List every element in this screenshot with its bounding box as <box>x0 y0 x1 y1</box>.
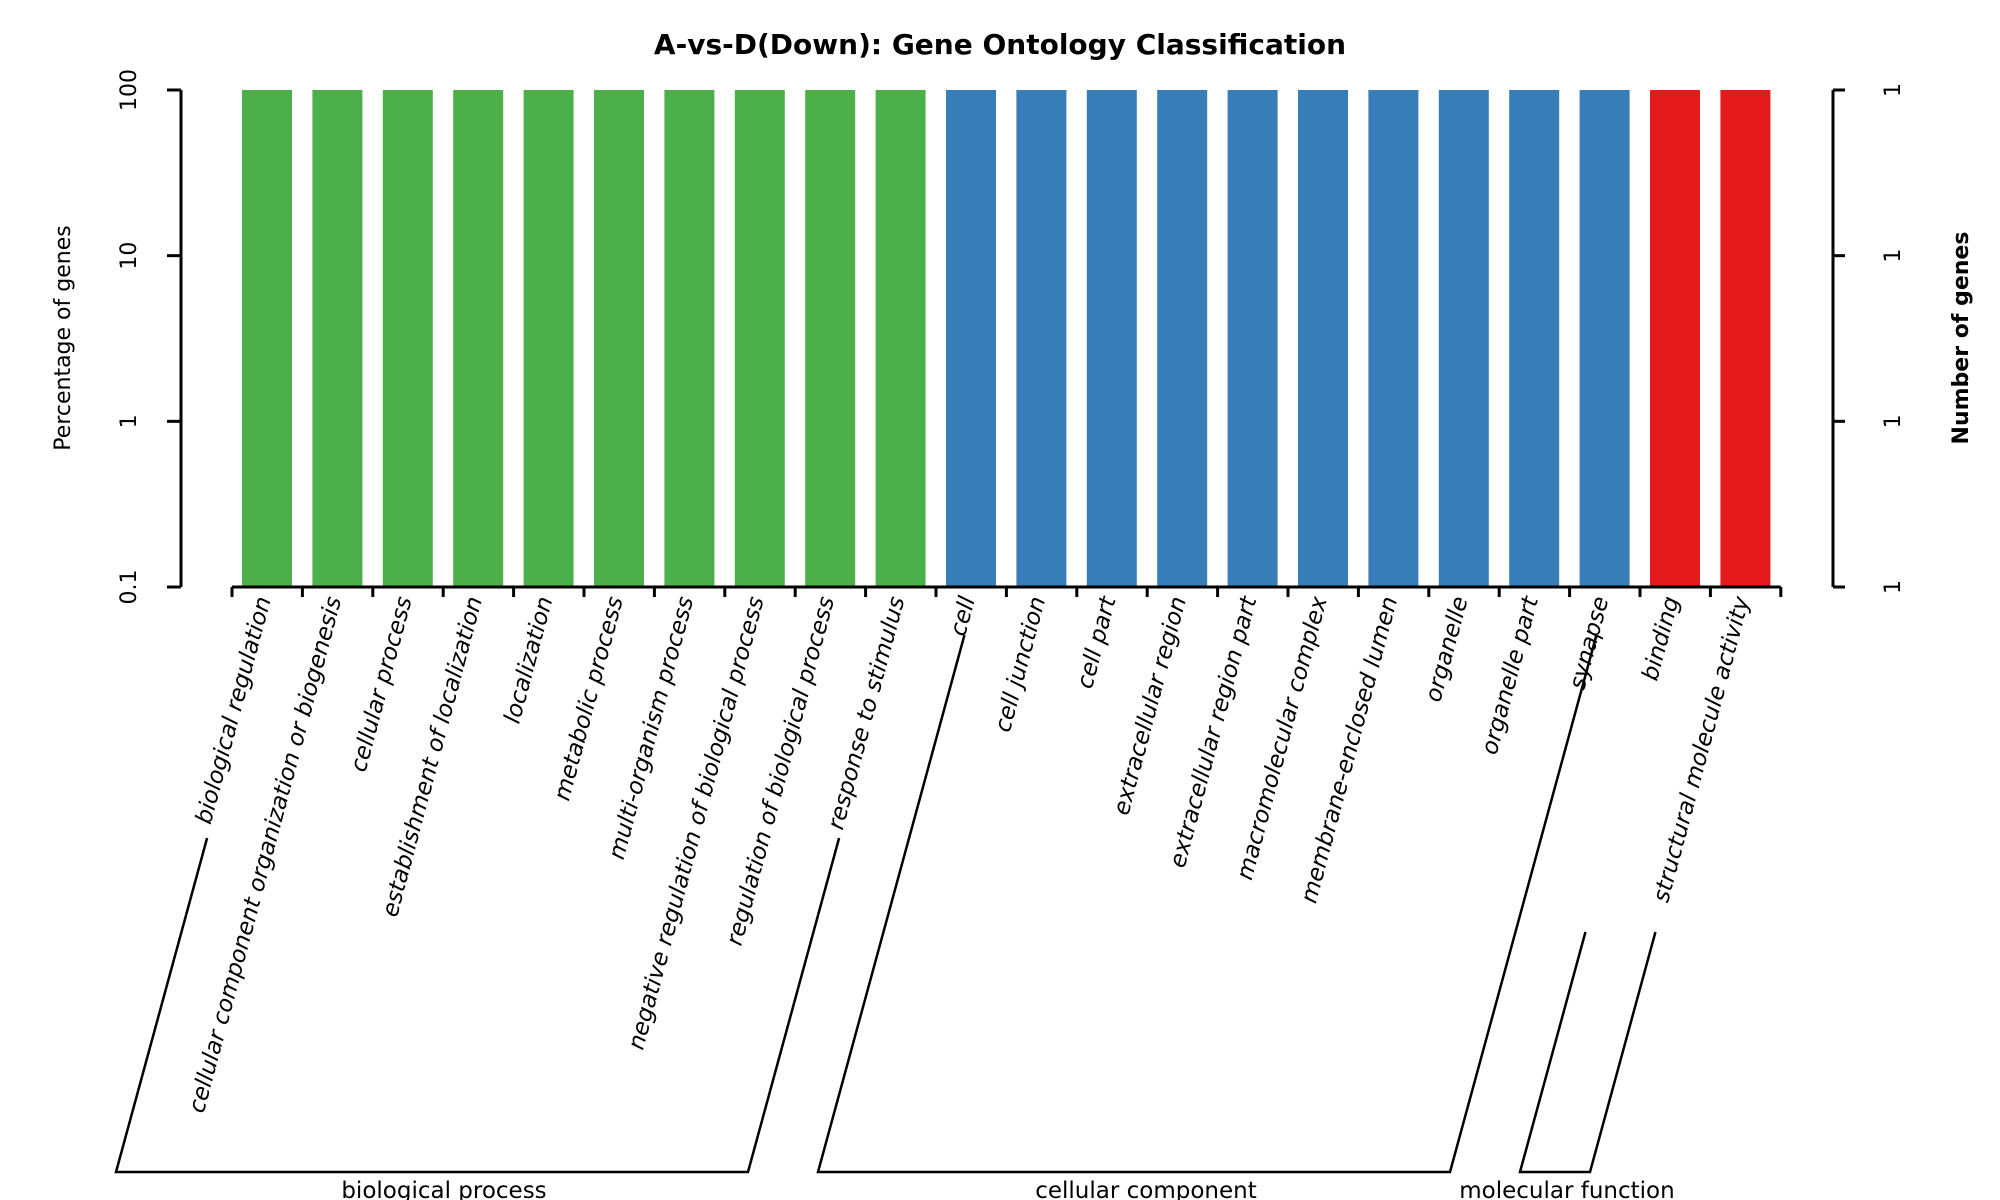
bar-14 <box>1227 90 1278 587</box>
group-label-2: molecular function <box>1459 1178 1674 1200</box>
category-label-12: cell part <box>1072 593 1122 692</box>
category-label-20: binding <box>1637 594 1684 684</box>
group-bracket-2 <box>1518 931 1657 1174</box>
group-bracket-1 <box>816 634 1598 1174</box>
category-label-11: cell junction <box>990 594 1051 735</box>
bar-13 <box>1157 90 1208 587</box>
category-label-5: metabolic process <box>549 594 628 804</box>
y-tick-label-3: 100 <box>117 69 142 111</box>
bar-15 <box>1298 90 1348 587</box>
bar-9 <box>875 90 926 587</box>
bar-11 <box>1016 90 1067 587</box>
group-label-0: biological process <box>341 1178 546 1200</box>
y-tick-label-2: 10 <box>117 242 142 270</box>
y2-axis-label: Number of genes <box>1949 232 1974 445</box>
bar-16 <box>1368 90 1419 587</box>
bar-5 <box>594 90 644 587</box>
bar-3 <box>453 90 504 587</box>
bar-20 <box>1650 90 1700 587</box>
bar-21 <box>1720 90 1771 587</box>
bar-4 <box>523 90 574 587</box>
category-label-19: synapse <box>1565 594 1615 692</box>
bar-6 <box>664 90 715 587</box>
bar-0 <box>242 90 292 587</box>
category-label-17: organelle <box>1421 594 1474 705</box>
y-tick-label-0: 0.1 <box>117 570 142 605</box>
chart-title: A-vs-D(Down): Gene Ontology Classificati… <box>654 28 1346 61</box>
y2-tick-label-3: 1 <box>1881 83 1906 97</box>
category-label-18: organelle part <box>1477 593 1544 758</box>
bar-7 <box>734 90 785 587</box>
group-label-1: cellular component <box>1035 1178 1257 1200</box>
category-label-10: cell <box>945 593 981 639</box>
category-label-2: cellular process <box>346 594 418 775</box>
bar-12 <box>1086 90 1137 587</box>
category-label-4: localization <box>500 594 559 727</box>
bar-19 <box>1579 90 1630 587</box>
category-label-9: response to stimulus <box>823 594 910 833</box>
bar-1 <box>312 90 363 587</box>
y2-tick-label-1: 1 <box>1881 414 1906 428</box>
y-tick-label-1: 1 <box>117 414 142 428</box>
group-bracket-0 <box>114 837 841 1174</box>
y2-tick-label-0: 1 <box>1881 580 1906 594</box>
y2-tick-label-2: 1 <box>1881 249 1906 263</box>
bar-8 <box>805 90 856 587</box>
bar-18 <box>1509 90 1560 587</box>
category-label-0: biological regulation <box>191 594 277 827</box>
bar-17 <box>1438 90 1489 587</box>
bar-10 <box>946 90 996 587</box>
bar-2 <box>382 90 433 587</box>
y-axis-label: Percentage of genes <box>51 225 76 450</box>
category-label-7: negative regulation of biological proces… <box>623 594 769 1053</box>
category-label-13: extracellular region <box>1109 594 1192 818</box>
category-label-1: cellular component organization or bioge… <box>184 594 347 1116</box>
